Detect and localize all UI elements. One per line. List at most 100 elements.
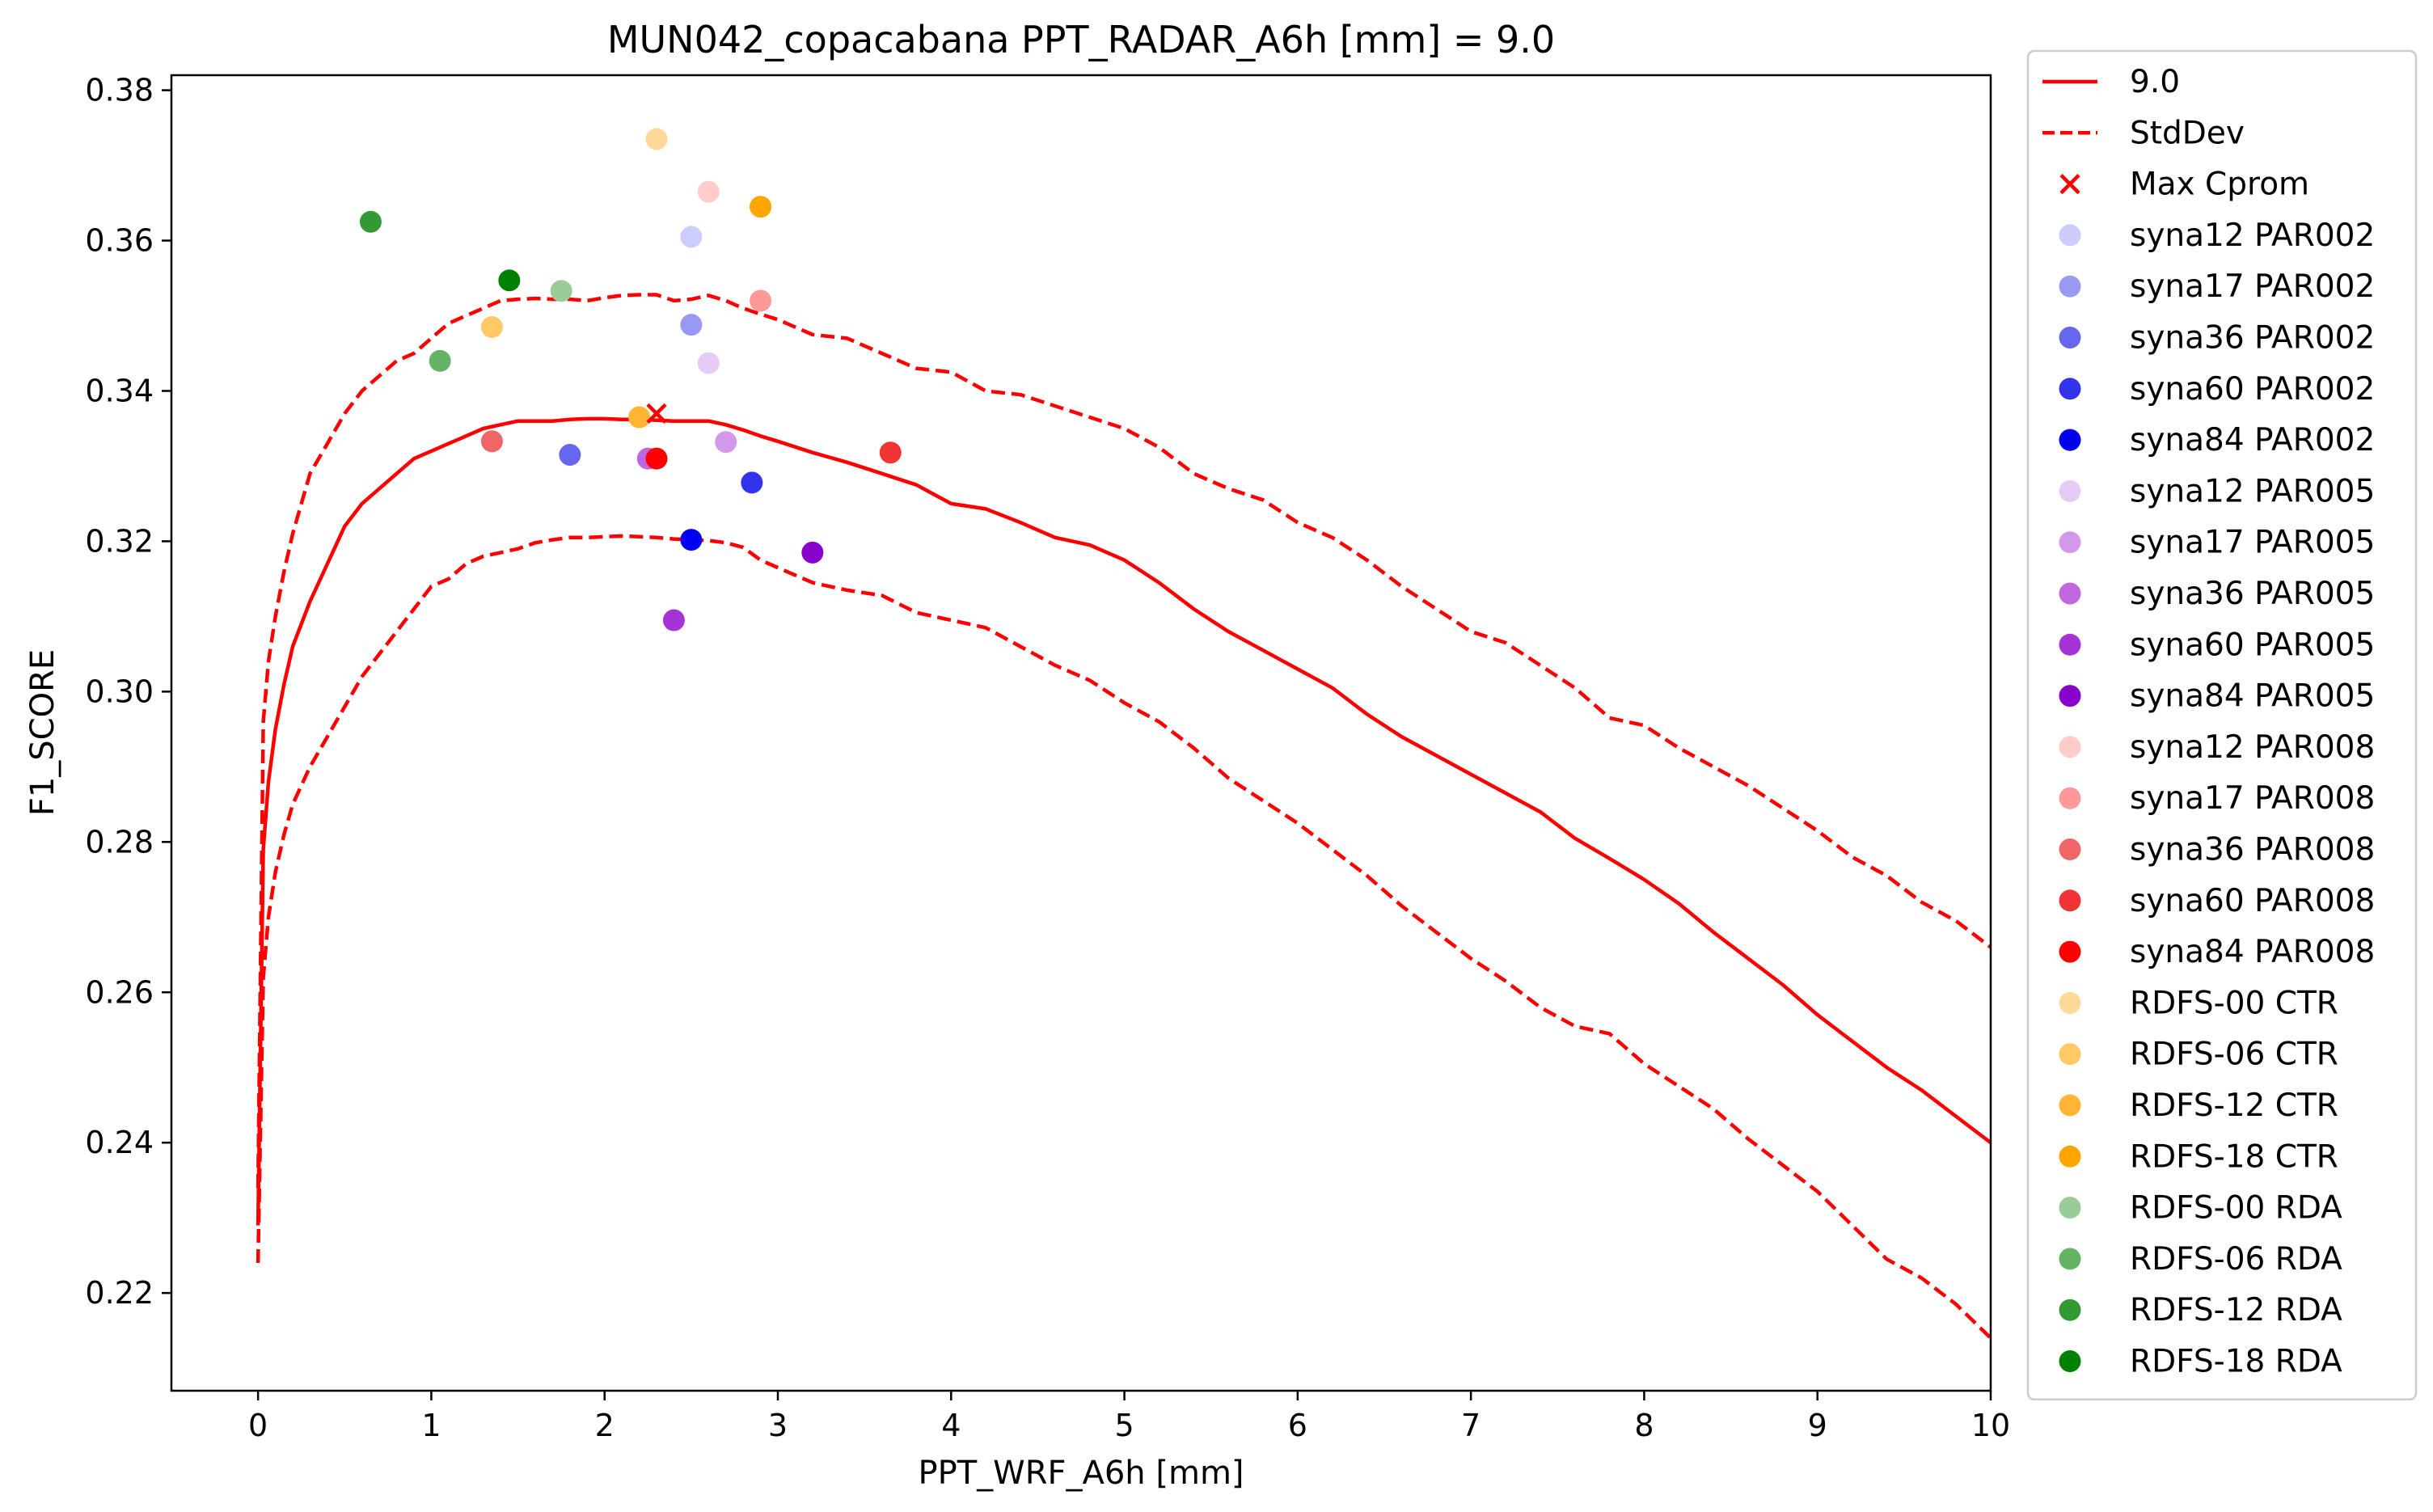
legend-label: RDFS-00 CTR — [2130, 985, 2338, 1021]
x-tick-label: 8 — [1634, 1408, 1654, 1443]
series-line-stddev — [256, 293, 1992, 1189]
legend-label: RDFS-18 CTR — [2130, 1138, 2338, 1175]
point-syna84-par002 — [680, 529, 703, 551]
x-axis-label: PPT_WRF_A6h [mm] — [918, 1455, 1244, 1492]
point-rdfs-06-rda — [429, 349, 451, 372]
legend-label: Max Cprom — [2130, 167, 2309, 203]
x-tick-label: 1 — [421, 1408, 441, 1443]
y-axis-label: F1_SCORE — [24, 649, 61, 816]
legend-dot-swatch — [2059, 736, 2081, 758]
point-rdfs-00-rda — [550, 280, 572, 302]
point-syna84-par008 — [645, 447, 668, 470]
legend-dot-swatch — [2059, 1094, 2081, 1117]
point-syna36-par008 — [480, 430, 503, 453]
y-tick-label: 0.32 — [85, 523, 154, 559]
legend-box — [2026, 49, 2418, 1401]
legend-dot-swatch — [2059, 429, 2081, 451]
legend-label: syna84 PAR008 — [2130, 934, 2375, 970]
legend-label: RDFS-00 RDA — [2130, 1190, 2342, 1227]
legend-label: syna60 PAR008 — [2130, 883, 2375, 919]
x-tick-label: 3 — [768, 1408, 788, 1443]
legend-dot-swatch — [2059, 1248, 2081, 1270]
legend-label: syna60 PAR002 — [2130, 371, 2375, 408]
point-syna60-par002 — [741, 471, 763, 494]
legend-label: StdDev — [2130, 115, 2245, 151]
legend-dot-swatch — [2059, 327, 2081, 348]
legend-dot-swatch — [2059, 787, 2081, 809]
y-tick-label: 0.24 — [85, 1125, 154, 1160]
y-tick-label: 0.22 — [85, 1275, 154, 1311]
y-tick-label: 0.30 — [85, 674, 154, 709]
point-rdfs-00-ctr — [645, 128, 668, 150]
legend-label: RDFS-12 RDA — [2130, 1292, 2342, 1328]
legend-label: syna17 PAR008 — [2130, 780, 2375, 817]
point-syna12-par005 — [697, 352, 720, 374]
point-rdfs-06-ctr — [480, 315, 503, 338]
x-tick-label: 4 — [941, 1408, 961, 1443]
legend-dot-swatch — [2059, 633, 2081, 656]
legend-label: syna36 PAR002 — [2130, 320, 2375, 357]
point-rdfs-18-ctr — [750, 196, 772, 218]
legend-label: syna17 PAR002 — [2130, 268, 2375, 305]
legend-label: 9.0 — [2130, 64, 2180, 100]
x-tick-label: 7 — [1461, 1408, 1480, 1443]
legend-dot-swatch — [2059, 582, 2081, 605]
point-rdfs-18-rda — [498, 269, 521, 292]
legend-dot-swatch — [2059, 479, 2081, 502]
x-tick-label: 5 — [1114, 1408, 1134, 1443]
plot-frame — [170, 74, 1992, 1392]
point-syna17-par008 — [750, 289, 772, 312]
legend-dot-swatch — [2059, 1299, 2081, 1321]
legend-dot-swatch — [2059, 940, 2081, 963]
x-tick-label: 2 — [595, 1408, 615, 1443]
legend: 9.0 StdDev Max Cprom syna12 PAR002 syna17 PA… — [2026, 49, 2418, 1401]
legend-label: RDFS-18 RDA — [2130, 1344, 2342, 1380]
point-rdfs-12-ctr — [628, 406, 651, 429]
y-tick-label: 0.36 — [85, 223, 154, 259]
legend-label: RDFS-12 CTR — [2130, 1088, 2338, 1124]
legend-dot-swatch — [2059, 991, 2081, 1014]
legend-dot-swatch — [2059, 378, 2081, 400]
x-tick-label: 6 — [1288, 1408, 1307, 1443]
legend-label: syna12 PAR008 — [2130, 729, 2375, 766]
point-syna84-par005 — [801, 541, 824, 564]
legend-label: syna36 PAR008 — [2130, 832, 2375, 868]
x-tick-label: 9 — [1808, 1408, 1827, 1443]
point-syna12-par008 — [697, 180, 720, 203]
point-syna60-par008 — [879, 441, 902, 464]
legend-label: syna84 PAR005 — [2130, 678, 2375, 715]
series-line-9-0 — [256, 416, 1992, 1226]
point-rdfs-12-rda — [359, 210, 382, 233]
y-tick-label: 0.28 — [85, 824, 154, 859]
point-syna12-par002 — [680, 226, 703, 248]
legend-label: syna36 PAR005 — [2130, 576, 2375, 612]
legend-dot-swatch — [2059, 1197, 2081, 1219]
x-axis-ticks: 0 1 2 3 4 5 6 7 8 9 10 — [248, 1391, 2010, 1443]
legend-dot-swatch — [2059, 838, 2081, 860]
point-syna60-par005 — [662, 609, 685, 631]
plot-lines — [256, 293, 1992, 1340]
x-tick-label: 0 — [248, 1408, 268, 1443]
legend-dot-swatch — [2059, 1350, 2081, 1372]
legend-dot-swatch — [2059, 224, 2081, 247]
legend-dot-swatch — [2059, 889, 2081, 912]
legend-label: syna84 PAR002 — [2130, 422, 2375, 458]
point-syna17-par002 — [680, 314, 703, 336]
legend-dot-swatch — [2059, 685, 2081, 707]
y-tick-label: 0.26 — [85, 974, 154, 1010]
chart-title: MUN042_copacabana PPT_RADAR_A6h [mm] = 9… — [607, 18, 1555, 61]
legend-label: RDFS-06 CTR — [2130, 1037, 2338, 1073]
series-line-stddev-lower — [256, 534, 1992, 1340]
legend-label: syna12 PAR005 — [2130, 473, 2375, 509]
y-tick-label: 0.34 — [85, 373, 154, 408]
legend-dot-swatch — [2059, 1043, 2081, 1066]
x-tick-label: 10 — [1971, 1408, 2010, 1443]
plot-points — [359, 128, 902, 631]
legend-label: syna17 PAR005 — [2130, 525, 2375, 561]
max-cprom-marker — [646, 403, 667, 424]
legend-label: syna12 PAR002 — [2130, 218, 2375, 254]
point-syna36-par002 — [559, 444, 581, 467]
y-tick-label: 0.38 — [85, 73, 154, 108]
point-syna17-par005 — [715, 431, 737, 454]
